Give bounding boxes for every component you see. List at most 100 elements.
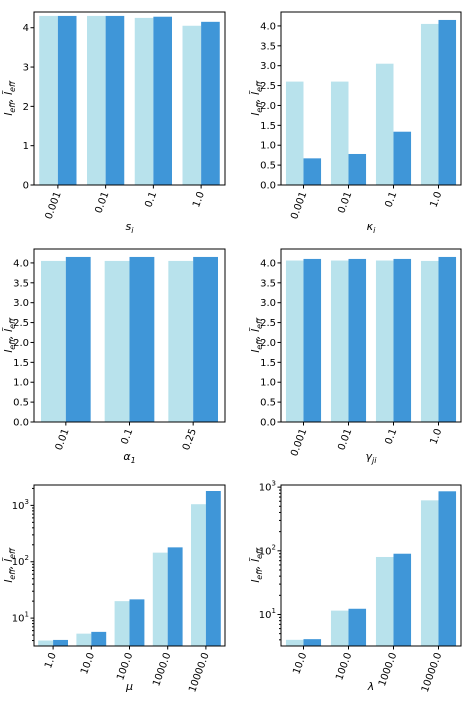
- y-tick-label: 101: [12, 611, 29, 625]
- bar-dark-0.01: [348, 258, 367, 422]
- y-axis-label: leff, l̃eff: [2, 317, 17, 353]
- bar-dark-100.0: [348, 608, 367, 646]
- y-tick-label: 0.0: [13, 418, 29, 429]
- y-tick-label: 2.5: [260, 81, 276, 92]
- y-tick-label: 0.5: [260, 161, 276, 172]
- bar-light-0.1: [375, 63, 394, 186]
- bar-light-0.001: [285, 81, 304, 185]
- x-axis-label: κi: [367, 220, 376, 235]
- y-tick-label: 4.0: [260, 21, 276, 32]
- bar-light-0.1: [104, 260, 130, 422]
- bar-dark-1.0: [53, 639, 68, 646]
- x-tick-label: 1000.0: [377, 651, 399, 688]
- x-tick-label: 1000.0: [151, 651, 173, 688]
- x-axis-label: γji: [366, 450, 378, 465]
- chart-panel-2: 0.001 0.01 0.1 1.0 0.0 0.5 1.0 1.5 2.0 2.5 3.0 3.5 4…: [249, 11, 462, 235]
- bar-light-10000.0: [420, 500, 439, 646]
- y-tick-label: 4.0: [13, 258, 29, 269]
- x-tick-label: 0.1: [143, 190, 159, 209]
- bar-light-0.01: [41, 260, 66, 422]
- y-tick-label: 1.0: [260, 378, 276, 389]
- chart-panel-4: 0.001 0.01 0.1 1.0 0.0 0.5 1.0 1.5 2.0 2.5 3.0 3.5 4…: [249, 248, 462, 465]
- chart-panel-1: 0.001 0.01 0.1 1.0 0 1 2 3 4 si leff, l̃eff: [2, 11, 226, 235]
- x-tick-label: 0.001: [44, 190, 64, 221]
- y-tick-label: 3.5: [260, 278, 276, 289]
- y-tick-label: 101: [259, 607, 276, 621]
- x-axis-label: si: [126, 220, 135, 235]
- bar-light-1.0: [420, 23, 439, 186]
- axes-frame: [33, 248, 226, 423]
- x-tick-label: 0.1: [384, 427, 400, 446]
- x-tick-label: 0.25: [181, 427, 199, 452]
- y-tick-label: 1.5: [13, 358, 29, 369]
- bar-dark-0.1: [153, 16, 172, 185]
- y-tick-label: 2: [23, 102, 29, 113]
- bar-light-0.1: [375, 260, 394, 422]
- bar-dark-0.1: [393, 131, 412, 185]
- y-tick-label: 102: [12, 554, 29, 568]
- y-tick-label: 1.0: [260, 141, 276, 152]
- bar-light-10000.0: [191, 504, 206, 646]
- y-tick-label: 0: [23, 181, 29, 192]
- axes-frame: [33, 484, 226, 647]
- y-tick-label: 3.0: [260, 61, 276, 72]
- x-axis-label: μ: [125, 680, 133, 693]
- bar-light-1.0: [182, 25, 202, 186]
- x-tick-label: 1.0: [429, 190, 445, 209]
- bar-light-0.25: [168, 260, 194, 422]
- bar-dark-1000.0: [167, 547, 183, 646]
- x-tick-label: 0.1: [120, 427, 136, 446]
- bar-dark-100.0: [129, 599, 145, 646]
- bar-dark-0.001: [303, 258, 322, 422]
- y-tick-label: 3.0: [13, 298, 29, 309]
- bar-light-1.0: [38, 640, 54, 646]
- y-axis-label: leff, l̃eff: [2, 80, 17, 116]
- chart-panel-6: 10.0 100.0 1000.0 10000.0 101 102 103 λ leff, l̃…: [249, 480, 462, 694]
- bar-light-0.001: [39, 15, 58, 186]
- chart-panel-3: 0.01 0.1 0.25 0.0 0.5 1.0 1.5 2.0 2.5 3.0 3.5 4.0 α1…: [2, 248, 226, 465]
- bar-dark-0.1: [393, 258, 412, 422]
- y-tick-label: 1.0: [13, 378, 29, 389]
- x-tick-label: 10000.0: [420, 651, 444, 694]
- y-tick-label: 1.5: [260, 121, 276, 132]
- bar-light-0.01: [87, 15, 106, 186]
- bar-dark-1.0: [438, 19, 457, 186]
- y-tick-label: 102: [259, 543, 276, 557]
- bar-dark-10.0: [303, 639, 322, 646]
- bar-light-100.0: [114, 601, 130, 646]
- y-tick-label: 1.5: [260, 358, 276, 369]
- x-axis-label: λ: [367, 680, 375, 693]
- y-tick-label: 0.5: [260, 398, 276, 409]
- y-tick-label: 2.0: [13, 338, 29, 349]
- bar-light-1.0: [420, 260, 439, 422]
- y-axis-label: leff, l̃eff: [2, 547, 17, 583]
- y-tick-label: 103: [259, 480, 276, 494]
- bar-dark-10000.0: [438, 491, 457, 646]
- axes-frame: [280, 11, 462, 186]
- x-tick-label: 1.0: [191, 190, 207, 209]
- y-tick-label: 2.0: [260, 101, 276, 112]
- x-tick-label: 1.0: [43, 651, 59, 670]
- x-tick-label: 10000.0: [187, 651, 211, 694]
- bar-light-0.01: [330, 260, 349, 422]
- bar-light-10.0: [76, 633, 92, 646]
- x-tick-label: 10.0: [79, 651, 97, 676]
- y-tick-label: 103: [12, 498, 29, 512]
- x-tick-label: 10.0: [291, 651, 309, 676]
- y-tick-label: 2.5: [260, 318, 276, 329]
- x-tick-label: 0.1: [384, 190, 400, 209]
- bar-dark-1.0: [201, 21, 220, 185]
- bar-light-1000.0: [375, 556, 394, 646]
- bar-light-0.001: [285, 260, 304, 422]
- y-tick-label: 2.0: [260, 338, 276, 349]
- y-axis-label: leff, l̃eff: [249, 80, 264, 116]
- bar-dark-0.01: [348, 153, 367, 185]
- bar-light-0.01: [330, 81, 349, 185]
- y-tick-label: 3.0: [260, 298, 276, 309]
- bar-dark-0.25: [193, 256, 218, 422]
- x-tick-label: 100.0: [334, 651, 354, 682]
- bar-dark-0.1: [129, 256, 155, 422]
- y-tick-label: 2.5: [13, 318, 29, 329]
- x-tick-label: 1.0: [429, 427, 445, 446]
- y-tick-label: 0.0: [260, 418, 276, 429]
